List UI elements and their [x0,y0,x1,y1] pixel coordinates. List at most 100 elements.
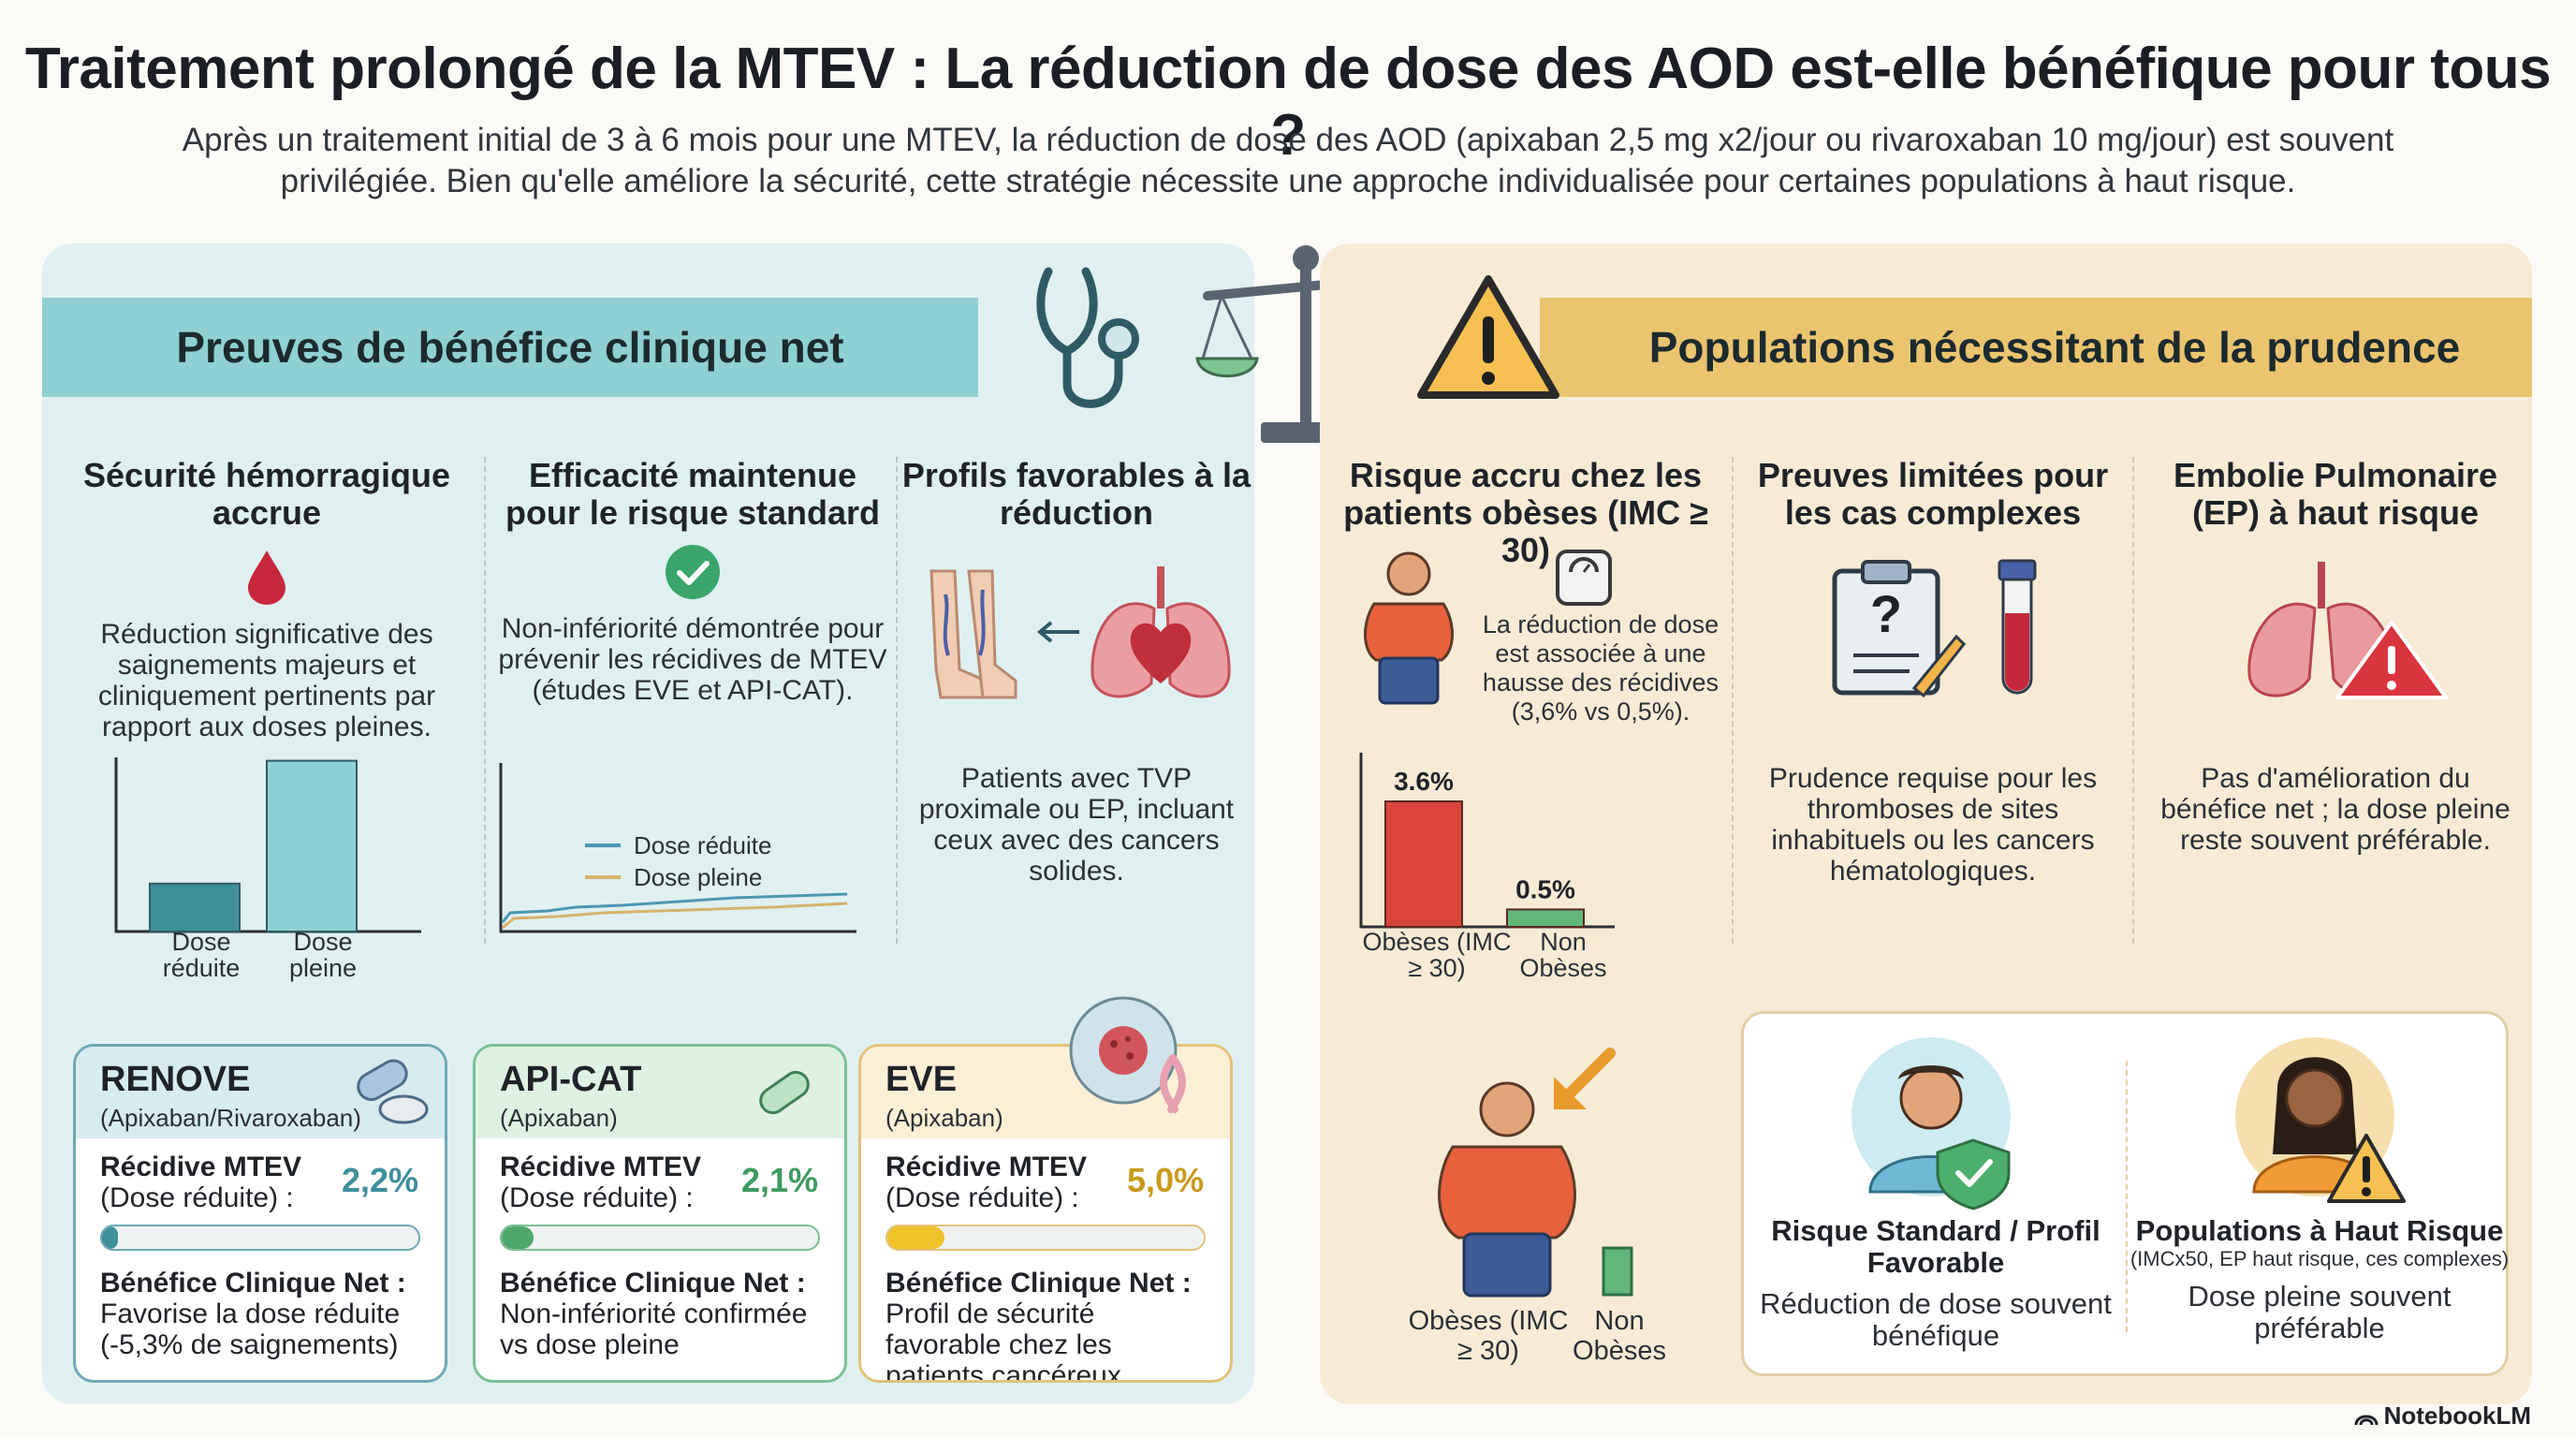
complex-text: Prudence requise pour les thromboses de … [1768,763,2098,887]
study-name: RENOVE [100,1060,251,1099]
recidive-sub: (Dose réduite) : [500,1182,694,1213]
profiles-title: Profils favorables à la réduction [901,456,1251,532]
study-name: API-CAT [500,1060,642,1099]
safety-title: Sécurité hémorragique accrue [82,456,451,532]
recidive-value: 2,1% [740,1161,818,1199]
obesity-bar [1506,908,1585,928]
clipboard-question-icon: ? [1832,560,1966,697]
legend-reduced: Dose réduite [634,831,772,859]
net-text: Favorise la dose réduite (-5,3% de saign… [100,1299,401,1360]
leg-vein-icon [929,569,1017,699]
caution-band: Populations nécessitant de la prudence [1540,298,2532,397]
obesity-bar-chart: 3.6% 0.5% [1359,753,1615,929]
bleed-bar [266,759,358,932]
recidive-bar [886,1225,1206,1251]
divider [1732,457,1734,944]
card-header: RENOVE (Apixaban/Rivaroxaban) [76,1047,445,1138]
obesity-title: Risque accru chez les patients obèses (I… [1343,456,1708,569]
profiles-column: Profils favorables à la réduction [899,457,1254,532]
pe-title: Embolie Pulmonaire (EP) à haut risque [2173,456,2498,532]
caution-panel: Populations nécessitant de la prudence R… [1320,243,2532,1404]
high-risk-half: Populations à Haut Risque (IMCx50, EP ha… [2128,1014,2511,1379]
study-drug: (Apixaban/Rivaroxaban) [100,1104,361,1132]
blood-drop-icon [248,550,285,605]
study-drug: (Apixaban) [886,1104,1003,1132]
safety-text: Réduction significative des saignements … [97,619,436,742]
net-label: Bénéfice Clinique Net : [100,1268,406,1299]
footer-brand: NotebookLM [2383,1401,2531,1430]
line-reduced [501,892,848,923]
obesity-bar-value: 0.5% [1515,874,1575,903]
net-benefit: Bénéfice Clinique Net : Favorise la dose… [76,1251,445,1360]
high-risk-title: Populations à Haut Risque [2135,1214,2504,1247]
standard-risk-half: Risque Standard / Profil Favorable Réduc… [1744,1014,2128,1379]
profiles-text: Patients avec TVP proximale ou EP, inclu… [918,763,1235,887]
notebooklm-icon [2354,1415,2378,1425]
stethoscope-icon [1036,267,1139,408]
benefit-band-title: Preuves de bénéfice clinique net [176,323,844,372]
recidive-bar [100,1225,420,1251]
test-tube-icon [1998,559,2037,695]
notebooklm-logo: NotebookLM [2354,1401,2531,1431]
divider [2132,457,2134,944]
standard-risk-text: Réduction de dose souvent bénéfique [1760,1287,2112,1352]
recidive-label: Récidive MTEV [886,1152,1088,1182]
recidive-label: Récidive MTEV [500,1152,702,1182]
divider [484,457,486,944]
net-benefit: Bénéfice Clinique Net : Non-infériorité … [476,1251,844,1360]
bleed-bar [149,882,241,933]
benefit-band: Preuves de bénéfice clinique net [42,298,978,397]
net-label: Bénéfice Clinique Net : [500,1268,806,1299]
svg-text:?: ? [1870,584,1902,643]
obesity-column: Risque accru chez les patients obèses (I… [1320,457,1732,569]
complex-cases-column: Preuves limitées pour les cas complexes [1736,457,2130,532]
net-label: Bénéfice Clinique Net : [886,1268,1192,1299]
comparison-box: Risque Standard / Profil Favorable Réduc… [1741,1011,2509,1376]
study-card-renove: RENOVE (Apixaban/Rivaroxaban) Récidive M… [73,1044,447,1383]
bleed-label-reduced: Dose réduite [162,928,241,982]
complex-title: Preuves limitées pour les cas complexes [1757,456,2109,532]
pe-text: Pas d'amélioration du bénéfice net ; la … [2160,763,2510,856]
obesity-x-label-obese: Obèses (IMC ≥ 30) [1362,928,1512,982]
efficacy-line-chart [499,763,856,933]
high-risk-pe-column: Embolie Pulmonaire (EP) à haut risque [2139,457,2532,532]
obesity-text: La réduction de dose est associée à une … [1482,610,1720,726]
line-full [502,902,848,930]
person-warning-icon [2235,1037,2406,1203]
obesity-bar [1384,800,1463,928]
lungs-heart-icon [1090,566,1231,698]
safety-column: Sécurité hémorragique accrue Réduction s… [61,456,473,743]
recidive-value: 2,2% [341,1161,418,1199]
caution-band-title: Populations nécessitant de la prudence [1648,323,2461,372]
pills-icon [357,1059,429,1124]
efficacy-column: Efficacité maintenue pour le risque stan… [491,457,894,707]
study-name: EVE [886,1060,958,1099]
recidive-row: Récidive MTEV (Dose réduite) : 2,2% [76,1152,445,1213]
divider [896,457,898,944]
page-title: Traitement prolongé de la MTEV : La rédu… [24,37,2552,168]
study-card-apicat: API-CAT (Apixaban) Récidive MTEV (Dose r… [473,1044,847,1383]
arrow-down-left-icon [1554,1048,1616,1109]
obese-lower-label: Obèses (IMC ≥ 30) [1408,1306,1569,1366]
net-text: Profil de sécurité favorable chez les pa… [886,1299,1121,1383]
recidive-fill [102,1226,118,1249]
obesity-x-label-nonobese: Non Obèses [1519,928,1607,982]
benefit-panel: Preuves de bénéfice clinique net Sécurit… [42,243,1254,1404]
check-circle-icon [666,545,720,599]
net-benefit: Bénéfice Clinique Net : Profil de sécuri… [861,1251,1230,1383]
recidive-bar [500,1225,820,1251]
net-text: Non-infériorité confirmée vs dose pleine [500,1299,808,1360]
recidive-row: Récidive MTEV (Dose réduite) : 5,0% [861,1152,1230,1213]
recidive-sub: (Dose réduite) : [886,1182,1079,1213]
capsule-icon [759,1070,810,1115]
standard-risk-title: Risque Standard / Profil Favorable [1771,1214,2100,1279]
obese-person-large-icon [1438,1081,1576,1298]
bleed-label-full: Dose pleine [288,928,358,982]
high-risk-subtitle: (IMCx50, EP haut risque, ces complexes) [2130,1247,2510,1270]
lungs-warning-icon [2247,562,2448,699]
divider [2126,1061,2128,1332]
warning-icon [1417,275,1559,399]
legend-full: Dose pleine [634,863,763,891]
nonobese-lower-label: Non Obèses [1573,1306,1666,1366]
recidive-fill [502,1226,534,1249]
